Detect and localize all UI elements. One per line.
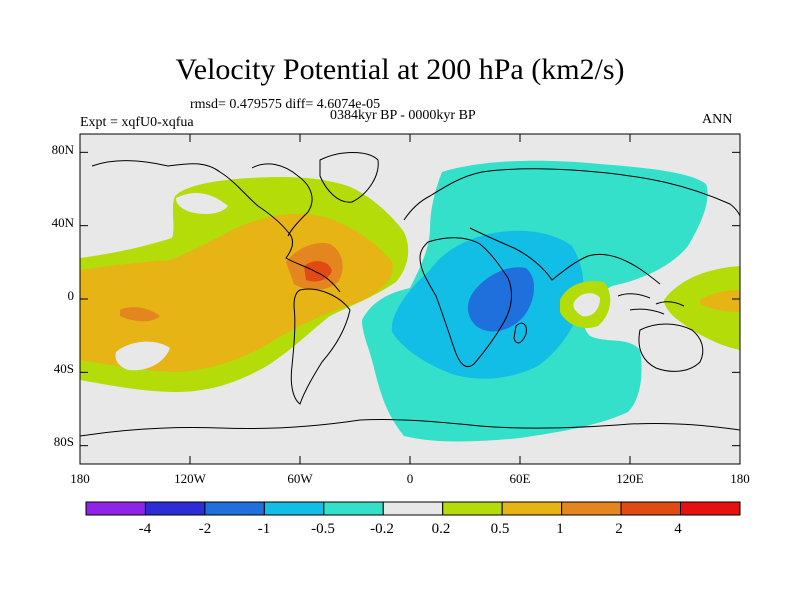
- lon-tick-label: 0: [406, 471, 414, 486]
- contour-negative-1: [467, 267, 535, 332]
- contour-neutral-south: [115, 341, 170, 371]
- coastlines: [80, 152, 740, 437]
- lon-tick-label: 180: [730, 471, 750, 486]
- lon-tick-label: 60E: [509, 471, 531, 486]
- contour-positive-1b: [120, 307, 160, 322]
- colorbar-label: -4: [138, 521, 152, 537]
- lat-tick-label: 0: [67, 288, 75, 303]
- contour-fill-layer: [80, 160, 740, 442]
- coastline-greenland: [319, 152, 379, 203]
- contour-neutral-ring-core: [573, 293, 600, 317]
- colorbar-label: -2: [198, 521, 212, 537]
- colorbar-swatch: [442, 501, 503, 516]
- colorbar-swatch: [620, 501, 682, 516]
- coastline-indonesia: [617, 293, 685, 315]
- colorbar-swatch: [85, 501, 146, 516]
- colorbar-label: 0.5: [490, 521, 510, 537]
- experiment-label: Expt = xqfU0-xqfua: [80, 115, 194, 130]
- contour-positive-east: [664, 266, 740, 350]
- colorbar-label: -0.5: [311, 521, 335, 537]
- colorbar-label: -0.2: [370, 521, 394, 537]
- colorbar-label: 2: [615, 521, 623, 537]
- coastline-south-america: [290, 288, 351, 405]
- coastline-antarctica: [80, 418, 740, 437]
- colorbar-label: -1: [257, 521, 271, 537]
- colorbar-swatch: [144, 501, 206, 516]
- lon-tick-label: 120E: [616, 471, 644, 486]
- colorbar-label: 1: [556, 521, 564, 537]
- contour-neutral-north: [176, 192, 228, 214]
- colorbar-swatch: [204, 501, 265, 516]
- lon-tick-label: 180: [70, 471, 90, 486]
- colorbar-swatch: [561, 501, 622, 516]
- lat-tick-label: 80S: [53, 434, 74, 449]
- lat-tick-label: 40N: [51, 215, 74, 230]
- colorbar-swatch: [382, 501, 444, 516]
- contour-positive-east-0.5: [700, 290, 740, 312]
- period-label: 0384kyr BP - 0000kyr BP: [330, 108, 476, 123]
- coastline-madagascar: [513, 322, 527, 344]
- coastline-asia-south: [469, 227, 661, 285]
- colorbar-label: 4: [674, 521, 682, 537]
- lon-tick-label: 60W: [287, 471, 313, 486]
- colorbar: [85, 501, 741, 516]
- coastline-africa: [419, 237, 512, 368]
- colorbar-swatch: [680, 501, 741, 516]
- stats-line: rmsd= 0.479575 diff= 4.6074e-05: [190, 97, 381, 112]
- coastline-europe-asia: [403, 168, 740, 221]
- season-label: ANN: [702, 112, 733, 127]
- lon-tick-label: 120W: [174, 471, 206, 486]
- lat-tick-label: 40S: [53, 361, 74, 376]
- colorbar-swatch: [263, 501, 325, 516]
- coastline-australia: [638, 323, 704, 372]
- colorbar-swatch: [501, 501, 563, 516]
- map-ticks: [79, 134, 741, 464]
- colorbar-swatch: [323, 501, 384, 516]
- lat-tick-label: 80N: [51, 142, 74, 157]
- figure-title: Velocity Potential at 200 hPa (km2/s): [175, 53, 625, 86]
- colorbar-label: 0.2: [431, 521, 451, 537]
- coastline-north-america-east: [251, 163, 313, 237]
- coastline-north-america: [91, 160, 341, 293]
